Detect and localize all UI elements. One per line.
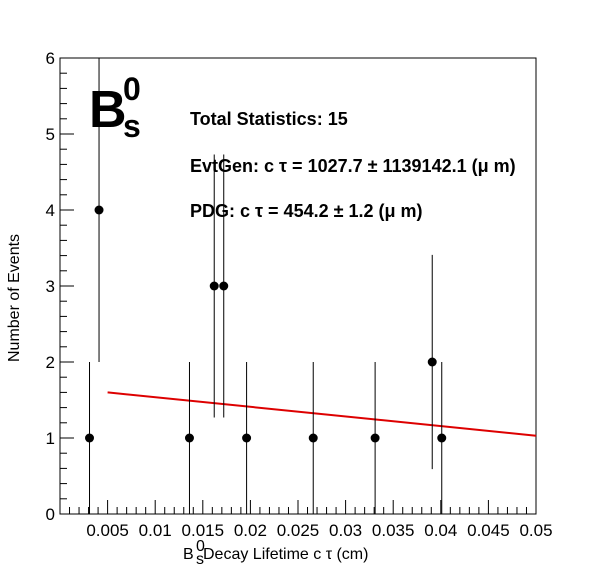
data-point xyxy=(209,154,219,418)
x-tick-label: 0.035 xyxy=(372,521,415,540)
point-marker xyxy=(242,433,252,443)
point-marker xyxy=(308,433,318,443)
annotation-evtgen: EvtGen: c τ = 1027.7 ± 1139142.1 (μ m) xyxy=(190,156,516,176)
data-point xyxy=(308,362,318,514)
y-tick-label: 5 xyxy=(46,125,55,144)
x-axis-title-subscript: s xyxy=(196,551,204,568)
x-tick-label: 0.02 xyxy=(234,521,267,540)
y-tick-label: 4 xyxy=(46,201,55,220)
point-marker xyxy=(370,433,380,443)
x-tick-label: 0.025 xyxy=(277,521,320,540)
chart-title-main: B xyxy=(89,81,127,139)
point-marker xyxy=(94,205,104,215)
data-point xyxy=(437,362,447,514)
x-tick-label: 0.03 xyxy=(329,521,362,540)
point-marker xyxy=(209,281,219,291)
chart-title-subscript: s xyxy=(123,108,141,144)
annotation-total-statistics: Total Statistics: 15 xyxy=(190,109,348,129)
x-axis-title-superscript: 0 xyxy=(196,538,205,555)
x-axis-title-main: B xyxy=(183,546,194,563)
point-marker xyxy=(184,433,194,443)
x-tick-label: 0.005 xyxy=(86,521,129,540)
y-axis-tick-labels: 0 1 2 3 4 5 6 xyxy=(46,49,55,524)
data-point xyxy=(94,58,104,362)
y-axis-ticks xyxy=(60,57,74,515)
y-tick-label: 2 xyxy=(46,353,55,372)
x-tick-label: 0.015 xyxy=(182,521,225,540)
x-tick-label: 0.045 xyxy=(467,521,510,540)
data-point xyxy=(219,154,229,418)
x-tick-label: 0.04 xyxy=(424,521,457,540)
data-point xyxy=(85,362,95,514)
y-tick-label: 3 xyxy=(46,277,55,296)
fit-curve xyxy=(107,391,537,437)
x-axis-ticks xyxy=(59,500,537,514)
x-axis-title-rest: Decay Lifetime c τ (cm) xyxy=(203,546,368,563)
x-axis-title: B xyxy=(183,546,194,563)
annotation-pdg: PDG: c τ = 454.2 ± 1.2 (μ m) xyxy=(190,201,423,221)
data-point xyxy=(427,254,437,470)
x-axis-tick-labels: 0.005 0.01 0.015 0.02 0.025 0.03 0.035 0.04 0.04… xyxy=(86,521,552,540)
point-marker xyxy=(427,357,437,367)
x-tick-label: 0.05 xyxy=(519,521,552,540)
y-tick-label: 6 xyxy=(46,49,55,68)
point-marker xyxy=(437,433,447,443)
chart-title-superscript: 0 xyxy=(123,71,141,107)
point-marker xyxy=(85,433,95,443)
y-tick-label: 1 xyxy=(46,429,55,448)
data-point xyxy=(370,362,380,514)
data-points xyxy=(85,58,447,514)
data-point xyxy=(242,362,252,514)
chart-title: B xyxy=(89,81,127,139)
y-tick-label: 0 xyxy=(46,505,55,524)
fit-line xyxy=(107,391,537,437)
y-axis-title: Number of Events xyxy=(6,234,23,362)
x-tick-label: 0.01 xyxy=(139,521,172,540)
point-marker xyxy=(219,281,229,291)
data-point xyxy=(184,362,194,514)
